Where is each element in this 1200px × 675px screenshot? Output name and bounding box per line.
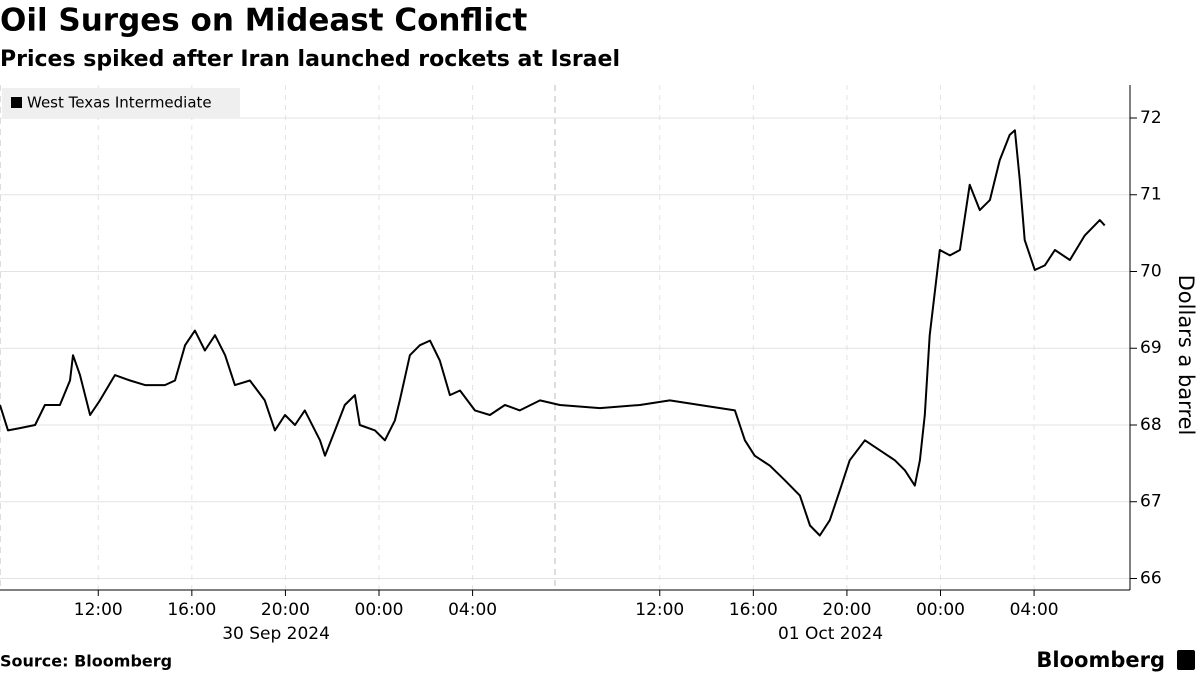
y-tick-label: 71 [1140,185,1162,205]
brand: Bloomberg [1036,648,1165,672]
y-tick-label: 70 [1140,261,1162,281]
legend-label: West Texas Intermediate [27,94,212,112]
legend-box [2,88,240,118]
x-tick-label: 00:00 [355,600,404,620]
x-tick-label: 12:00 [74,600,123,620]
x-tick-label: 20:00 [261,600,310,620]
y-axis-label: Dollars a barrel [1174,275,1198,436]
y-tick-label: 72 [1140,108,1162,128]
line [0,129,1106,537]
brand-icon [1177,650,1195,670]
x-tick-label: 16:00 [729,600,778,620]
x-tick-label: 12:00 [635,600,684,620]
x-tick-label: 00:00 [916,600,965,620]
x-tick-label: 04:00 [1010,600,1059,620]
date-label: 01 Oct 2024 [778,624,883,644]
chart-title: Oil Surges on Mideast Conflict [0,3,527,39]
source: Source: Bloomberg [0,652,172,671]
legend-swatch [11,97,22,108]
x-tick-label: 16:00 [167,600,216,620]
y-tick-label: 68 [1140,415,1162,435]
date-label: 30 Sep 2024 [222,624,330,644]
y-tick-label: 66 [1140,568,1162,588]
y-tick-label: 69 [1140,338,1162,358]
chart-subtitle: Prices spiked after Iran launched rocket… [0,47,620,72]
x-tick-label: 20:00 [822,600,871,620]
x-tick-label: 04:00 [448,600,497,620]
y-tick-label: 67 [1140,492,1162,512]
